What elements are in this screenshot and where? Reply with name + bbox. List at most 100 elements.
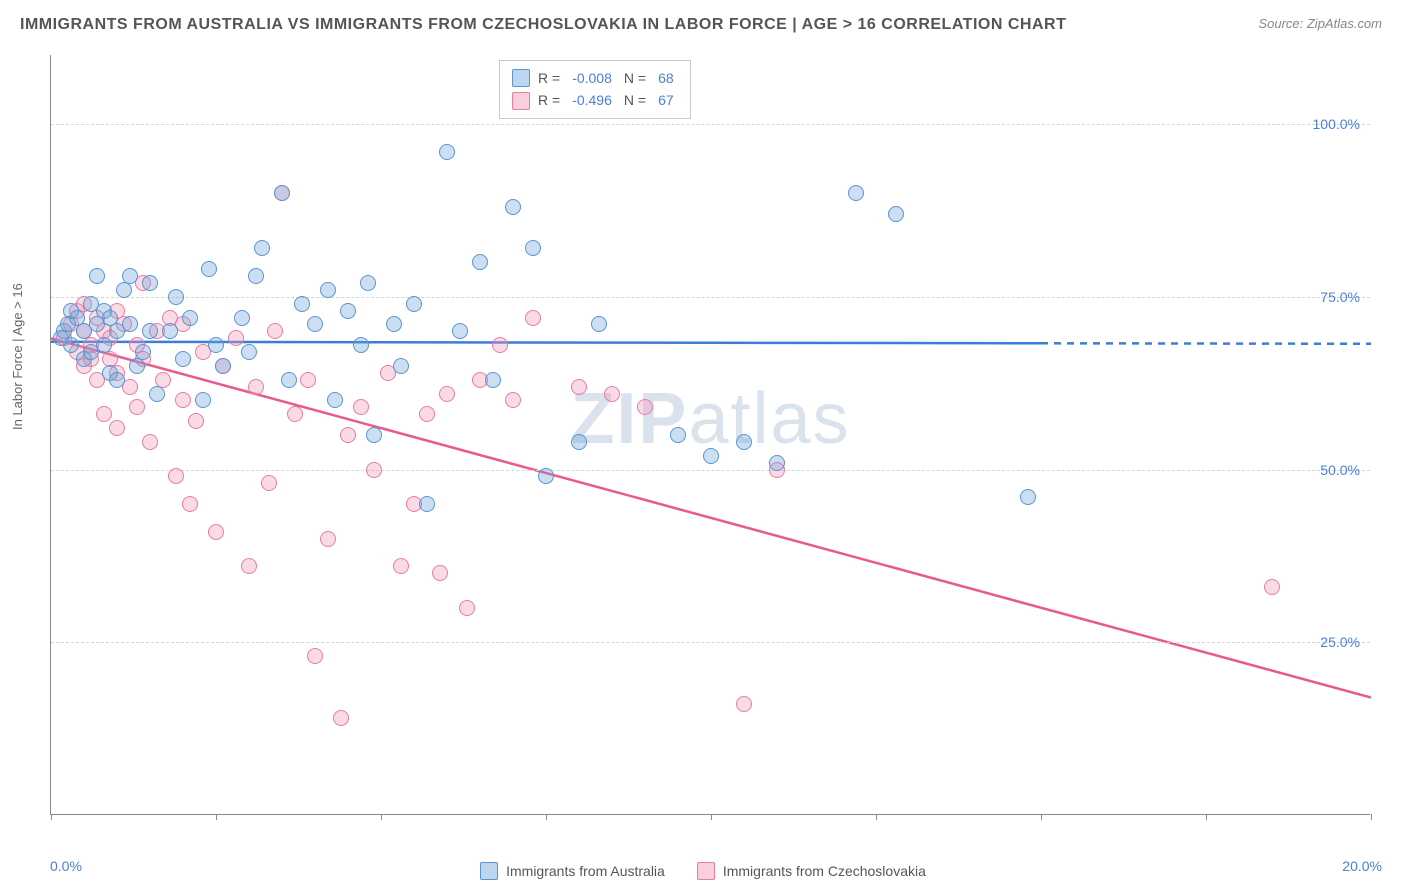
scatter-point [320, 531, 336, 547]
scatter-point [122, 316, 138, 332]
plot-area: ZIPatlas R = -0.008 N = 68 R = -0.496 N … [50, 55, 1370, 815]
scatter-point [769, 455, 785, 471]
scatter-point [248, 379, 264, 395]
chart-title: IMMIGRANTS FROM AUSTRALIA VS IMMIGRANTS … [20, 16, 1066, 34]
swatch-blue-icon [512, 69, 530, 87]
scatter-point [135, 344, 151, 360]
scatter-point [353, 399, 369, 415]
scatter-point [366, 462, 382, 478]
scatter-point [195, 392, 211, 408]
x-tick [51, 814, 52, 820]
y-tick-label: 25.0% [1320, 634, 1360, 650]
scatter-point [472, 254, 488, 270]
scatter-point [175, 392, 191, 408]
scatter-point [201, 261, 217, 277]
scatter-point [459, 600, 475, 616]
scatter-point [274, 185, 290, 201]
scatter-point [393, 558, 409, 574]
scatter-point [96, 337, 112, 353]
x-tick [876, 814, 877, 820]
x-tick [546, 814, 547, 820]
scatter-point [188, 413, 204, 429]
scatter-point [360, 275, 376, 291]
scatter-point [327, 392, 343, 408]
scatter-point [637, 399, 653, 415]
scatter-point [60, 316, 76, 332]
scatter-point [254, 240, 270, 256]
scatter-point [307, 316, 323, 332]
scatter-point [307, 648, 323, 664]
scatter-point [320, 282, 336, 298]
x-tick-label: 0.0% [50, 858, 82, 874]
legend-item-pink: Immigrants from Czechoslovakia [697, 862, 926, 880]
scatter-point [670, 427, 686, 443]
pink-n-value: 67 [658, 89, 674, 111]
scatter-point [439, 386, 455, 402]
r-label: R = [538, 89, 560, 111]
x-tick [216, 814, 217, 820]
scatter-point [300, 372, 316, 388]
x-tick [1206, 814, 1207, 820]
scatter-point [228, 330, 244, 346]
stats-legend: R = -0.008 N = 68 R = -0.496 N = 67 [499, 60, 691, 119]
blue-r-value: -0.008 [572, 67, 612, 89]
scatter-point [116, 282, 132, 298]
scatter-point [386, 316, 402, 332]
legend-label-pink: Immigrants from Czechoslovakia [723, 863, 926, 879]
gridline [51, 642, 1370, 643]
scatter-point [248, 268, 264, 284]
scatter-point [505, 199, 521, 215]
scatter-point [109, 372, 125, 388]
scatter-point [439, 144, 455, 160]
scatter-point [241, 558, 257, 574]
legend-item-blue: Immigrants from Australia [480, 862, 665, 880]
y-tick-label: 75.0% [1320, 289, 1360, 305]
scatter-point [538, 468, 554, 484]
scatter-point [340, 303, 356, 319]
y-tick-label: 100.0% [1313, 116, 1360, 132]
bottom-legend: Immigrants from Australia Immigrants fro… [0, 862, 1406, 880]
scatter-point [485, 372, 501, 388]
y-tick-label: 50.0% [1320, 462, 1360, 478]
scatter-point [848, 185, 864, 201]
scatter-point [261, 475, 277, 491]
scatter-point [703, 448, 719, 464]
scatter-point [419, 406, 435, 422]
scatter-point [419, 496, 435, 512]
scatter-point [267, 323, 283, 339]
scatter-point [333, 710, 349, 726]
pink-r-value: -0.496 [572, 89, 612, 111]
scatter-point [89, 268, 105, 284]
scatter-point [96, 406, 112, 422]
scatter-point [1020, 489, 1036, 505]
scatter-point [432, 565, 448, 581]
swatch-pink-icon [512, 92, 530, 110]
scatter-point [122, 268, 138, 284]
scatter-point [215, 358, 231, 374]
scatter-point [525, 240, 541, 256]
scatter-point [142, 434, 158, 450]
n-label: N = [624, 67, 646, 89]
scatter-point [175, 351, 191, 367]
scatter-point [287, 406, 303, 422]
scatter-point [525, 310, 541, 326]
blue-n-value: 68 [658, 67, 674, 89]
scatter-point [234, 310, 250, 326]
scatter-point [505, 392, 521, 408]
legend-label-blue: Immigrants from Australia [506, 863, 665, 879]
scatter-point [604, 386, 620, 402]
swatch-blue-icon [480, 862, 498, 880]
scatter-point [736, 434, 752, 450]
x-tick [1041, 814, 1042, 820]
x-tick-label: 20.0% [1342, 858, 1382, 874]
scatter-point [142, 323, 158, 339]
r-label: R = [538, 67, 560, 89]
scatter-point [406, 296, 422, 312]
scatter-point [294, 296, 310, 312]
scatter-point [208, 337, 224, 353]
swatch-pink-icon [697, 862, 715, 880]
scatter-point [281, 372, 297, 388]
scatter-point [129, 358, 145, 374]
gridline [51, 297, 1370, 298]
scatter-point [162, 323, 178, 339]
